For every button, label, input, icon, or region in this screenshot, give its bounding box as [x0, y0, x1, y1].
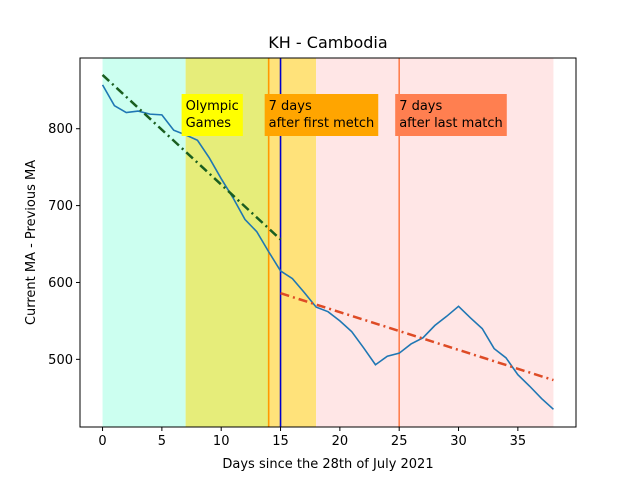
annotation-2: 7 days after last match	[395, 94, 507, 136]
x-axis-label: Days since the 28th of July 2021	[222, 457, 433, 472]
annotation-text-1-0: 7 days	[269, 99, 312, 114]
y-tick-label-1: 600	[48, 276, 73, 291]
annotation-box-0	[181, 94, 243, 136]
x-axis-ticks: 0 5 10 15 20 25 30 35	[98, 427, 526, 449]
trend-line-0	[101, 73, 282, 241]
x-tick-label-3: 15	[272, 434, 289, 449]
series-layer	[101, 84, 554, 410]
y-axis-ticks: 500 600 700 800	[48, 122, 80, 368]
x-tick-label-6: 30	[450, 434, 467, 449]
annotation-0: Olympic Games	[181, 94, 243, 136]
plot-frame	[79, 57, 577, 428]
annotation-text-1-1: after first metch	[269, 116, 375, 131]
annotation-text-2-0: 7 days	[399, 99, 442, 114]
y-axis-label: Current MA - Previous MA	[24, 160, 39, 325]
y-tick-label-2: 700	[48, 199, 73, 214]
y-tick-label-0: 500	[48, 353, 73, 368]
x-tick-label-0: 0	[98, 434, 106, 449]
band-0	[102, 58, 186, 427]
trend-lines	[101, 73, 554, 382]
x-tick-label-1: 5	[158, 434, 166, 449]
annotation-1: 7 days after first metch	[264, 94, 379, 136]
annotation-box-1	[264, 94, 379, 136]
x-tick-label-5: 25	[391, 434, 408, 449]
chart-title: KH - Cambodia	[268, 33, 387, 52]
x-tick-label-4: 20	[332, 434, 349, 449]
y-tick-label-3: 800	[48, 122, 73, 137]
annotation-text-0-1: Games	[186, 116, 232, 131]
series-line-0	[101, 84, 554, 410]
annotation-text-2-1: after last match	[399, 116, 503, 131]
annotation-text-0-0: Olympic	[186, 99, 239, 114]
x-tick-label-2: 10	[213, 434, 230, 449]
x-tick-label-7: 35	[510, 434, 527, 449]
annotation-box-2	[395, 94, 507, 136]
